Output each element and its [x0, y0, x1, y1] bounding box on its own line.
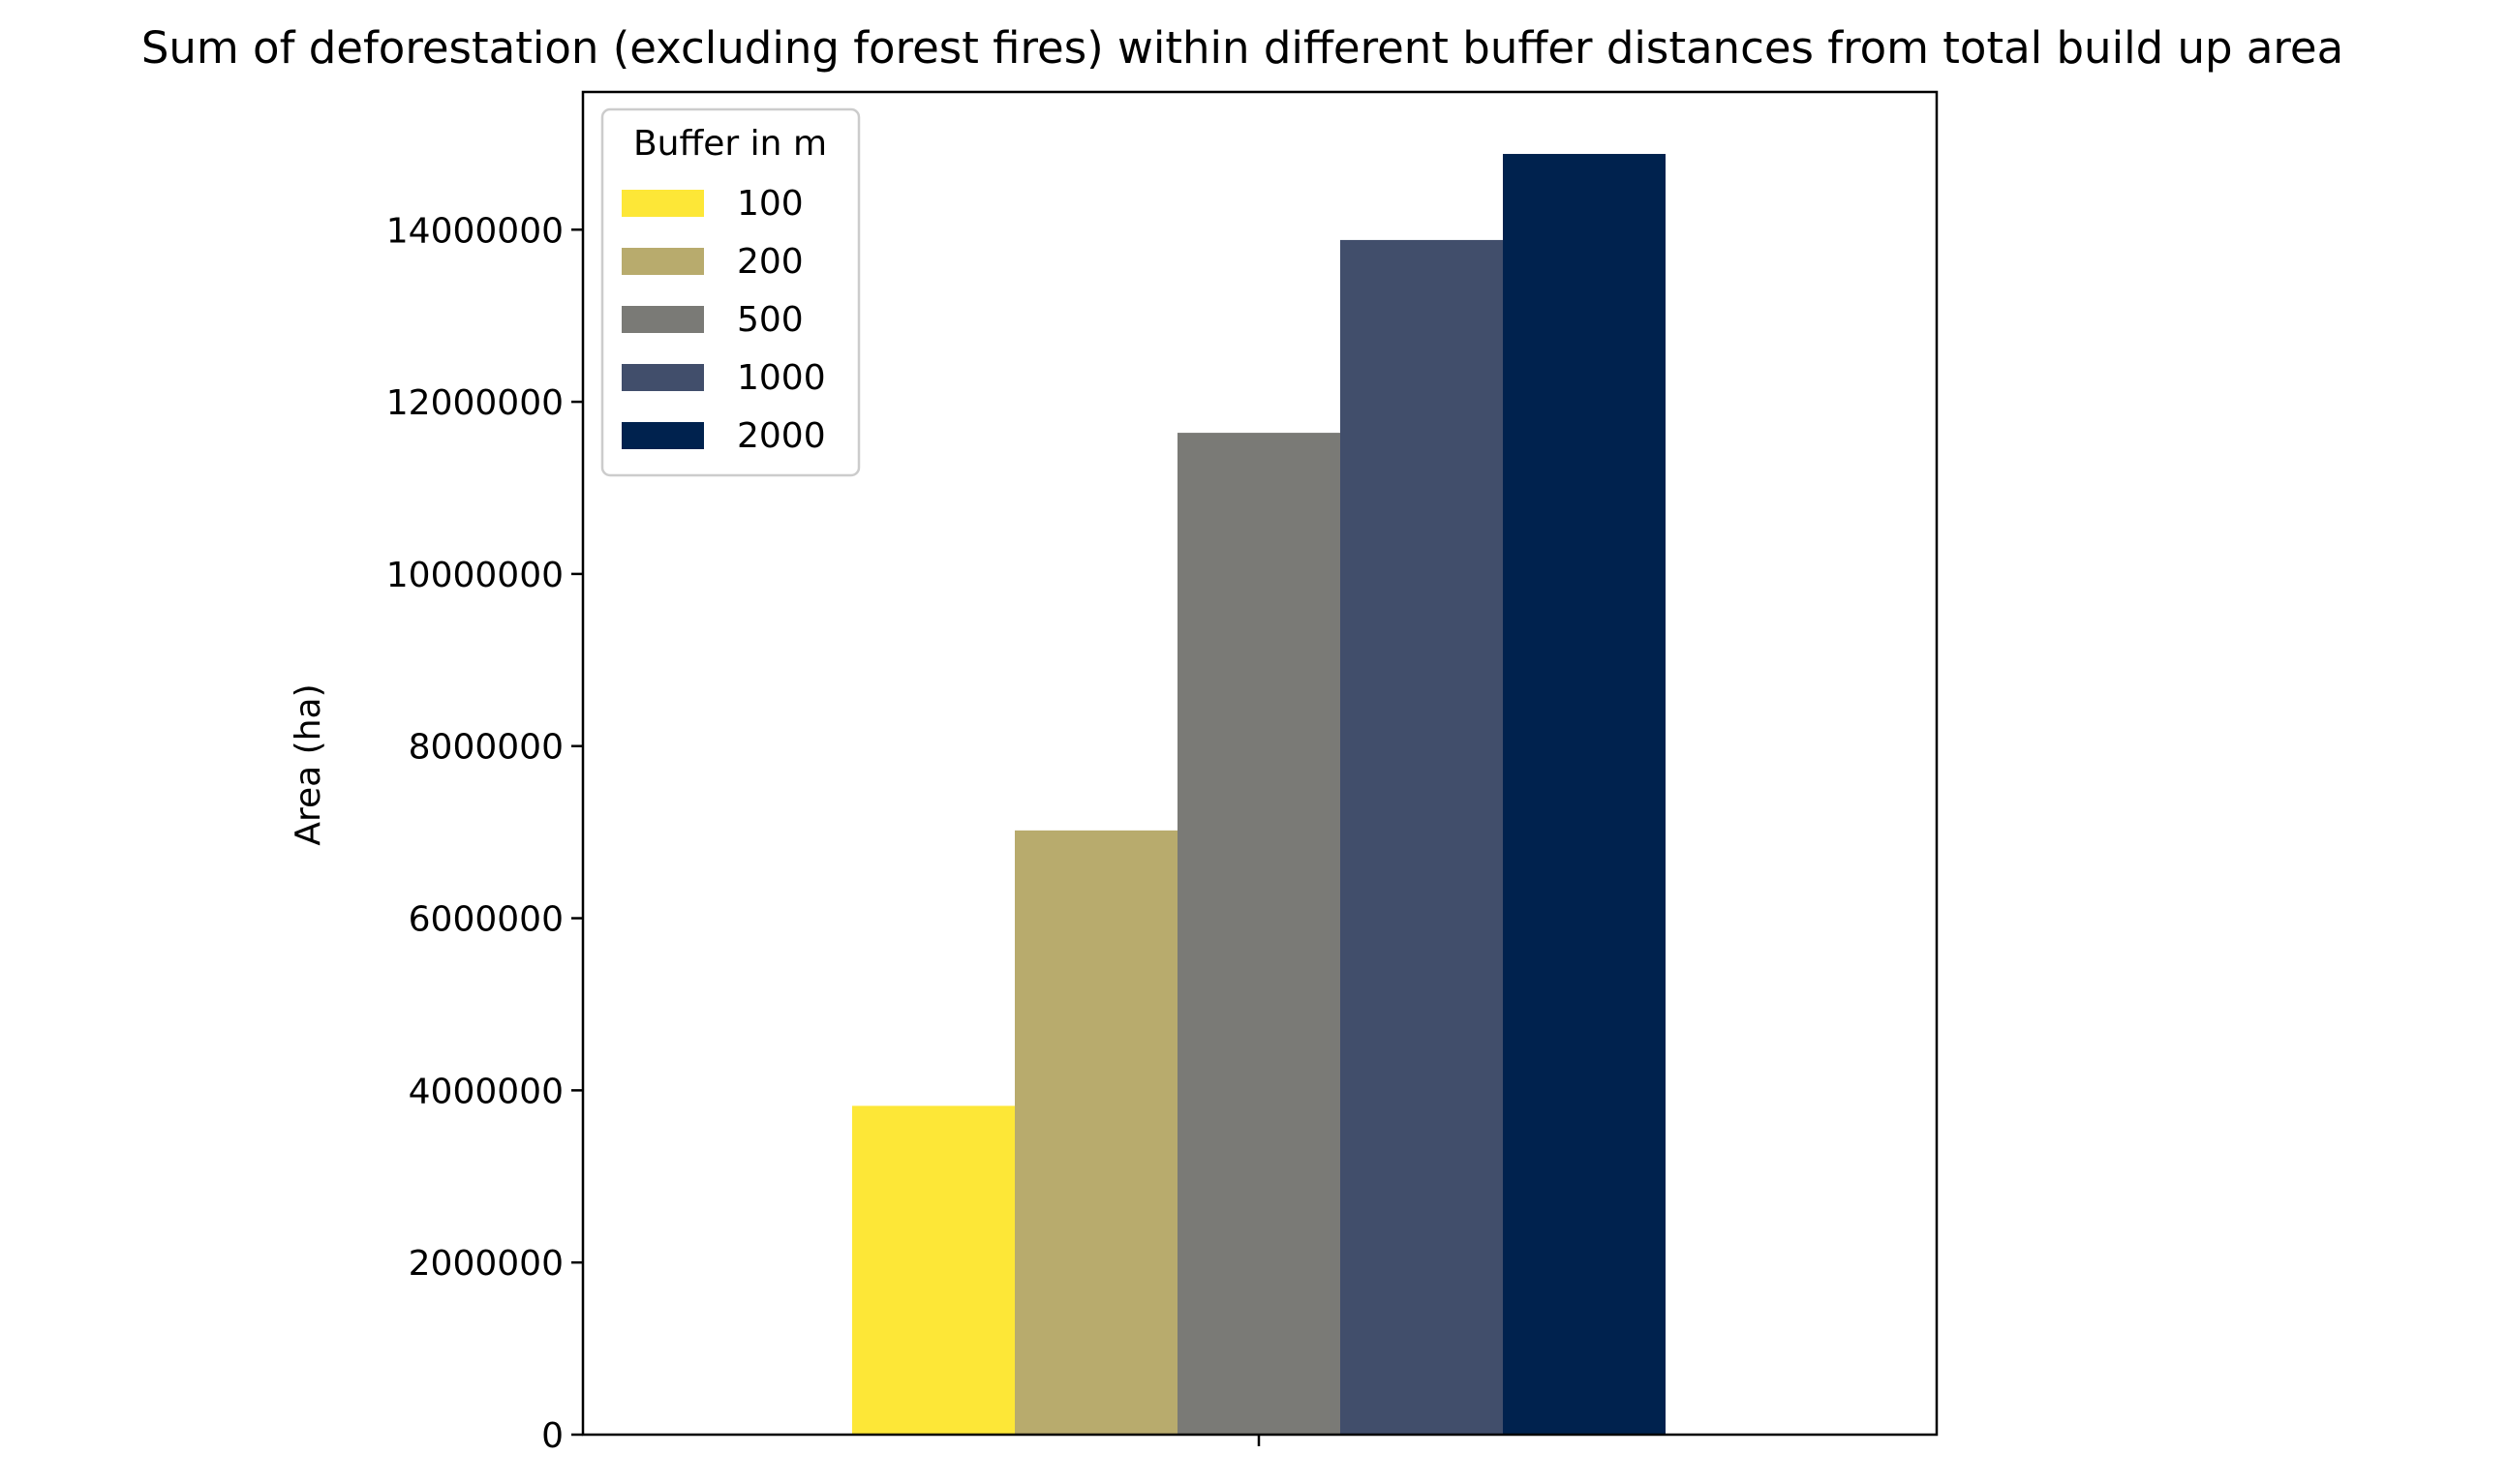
- legend-swatch-200: [622, 248, 704, 275]
- legend-label-1000: 1000: [737, 358, 826, 398]
- chart-title: Sum of deforestation (excluding forest f…: [141, 22, 2343, 74]
- bar-1000: [1340, 239, 1503, 1435]
- y-tick-label: 8000000: [409, 728, 564, 768]
- legend-entries: 100 200 500 1000 2000: [622, 184, 826, 456]
- legend-swatch-1000: [622, 364, 704, 391]
- y-tick-label: 10000000: [386, 556, 564, 595]
- y-tick-label: 12000000: [386, 383, 564, 423]
- y-tick-label: 14000000: [386, 211, 564, 251]
- legend-swatch-100: [622, 190, 704, 217]
- y-axis-ticks: 0 2000000 4000000 6000000 8000000 10000000 120…: [386, 211, 583, 1456]
- legend-swatch-2000: [622, 422, 704, 449]
- bar-500: [1178, 433, 1340, 1436]
- legend-title: Buffer in m: [633, 124, 827, 164]
- plot-frame: [581, 90, 1939, 1437]
- bar-100: [852, 1105, 1015, 1435]
- legend: Buffer in m 100 200 500 1000 2000: [600, 107, 861, 477]
- legend-label-2000: 2000: [737, 416, 826, 456]
- legend-label-500: 500: [737, 300, 804, 340]
- legend-label-100: 100: [737, 184, 804, 224]
- bars-group: [852, 154, 1666, 1436]
- bar-2000: [1503, 154, 1666, 1435]
- legend-label-200: 200: [737, 242, 804, 282]
- legend-swatch-500: [622, 306, 704, 333]
- y-tick-label: 6000000: [409, 900, 564, 940]
- bar-200: [1015, 830, 1178, 1435]
- y-tick-label: 2000000: [409, 1244, 564, 1284]
- y-axis-label: Area (ha): [289, 683, 328, 845]
- y-tick-label: 4000000: [409, 1072, 564, 1111]
- y-tick-label: 0: [541, 1416, 564, 1456]
